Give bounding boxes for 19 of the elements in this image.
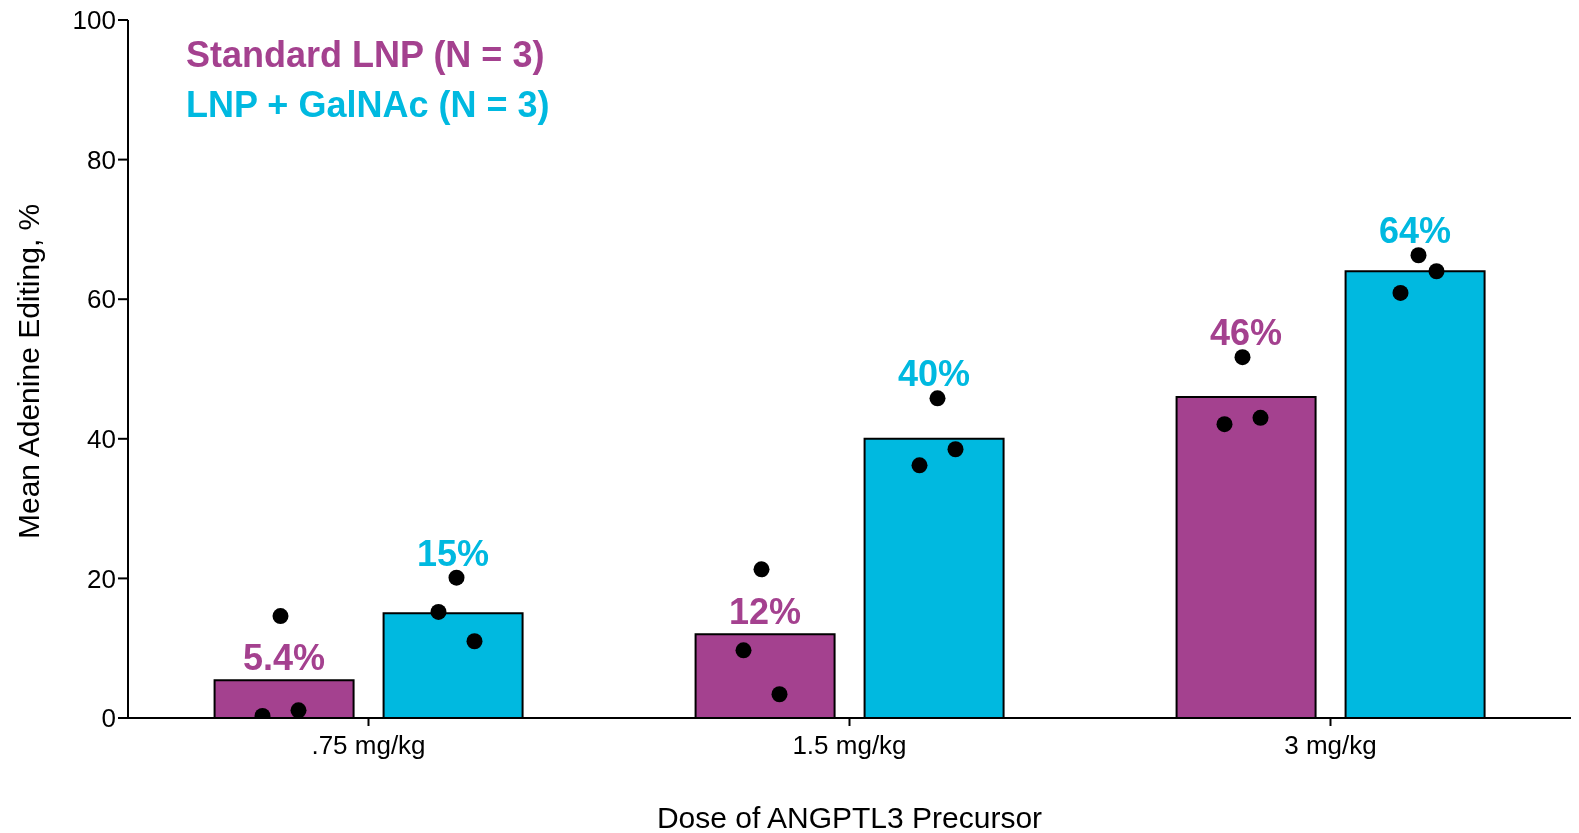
y-tick-label: 40 xyxy=(87,424,116,455)
x-tick-label: .75 mg/kg xyxy=(311,730,426,761)
y-tick-label: 80 xyxy=(87,144,116,175)
y-tick-label: 20 xyxy=(87,563,116,594)
data-label: 15% xyxy=(417,532,490,574)
y-tick-label: 100 xyxy=(72,5,116,36)
y-tick-label: 60 xyxy=(87,284,116,315)
x-tick-label: 3 mg/kg xyxy=(1284,730,1377,761)
y-axis-title: Mean Adenine Editing, % xyxy=(11,203,45,539)
x-axis-title: Dose of ANGPTL3 Precursor xyxy=(656,801,1043,833)
data-label: 12% xyxy=(729,591,802,633)
x-tick-label: 1.5 mg/kg xyxy=(792,730,907,761)
data-label: 46% xyxy=(1210,312,1283,354)
y-tick-label: 0 xyxy=(101,703,116,734)
data-label: 5.4% xyxy=(243,637,326,679)
data-label: 40% xyxy=(898,353,971,395)
text: Standard LNP (N = 3) xyxy=(186,33,546,77)
data-label: 64% xyxy=(1379,210,1452,252)
text: LNP + GalNAc (N = 3) xyxy=(186,83,550,127)
